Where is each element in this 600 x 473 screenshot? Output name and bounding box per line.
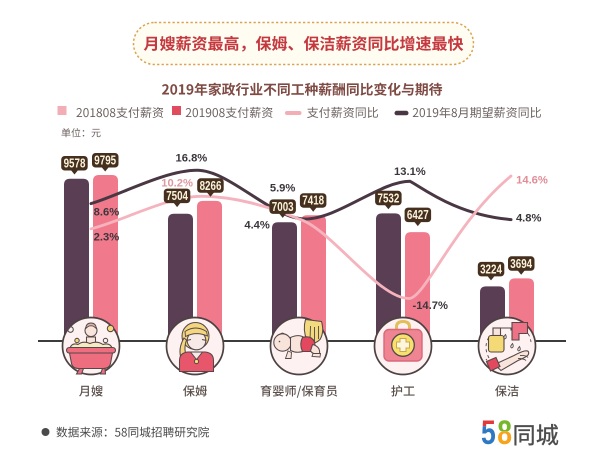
- svg-text:-14.7%: -14.7%: [412, 300, 447, 312]
- svg-text:5.9%: 5.9%: [270, 183, 296, 195]
- svg-text:13.1%: 13.1%: [394, 166, 426, 178]
- svg-text:14.6%: 14.6%: [516, 175, 548, 187]
- svg-text:7003: 7003: [272, 200, 294, 214]
- svg-text:4.8%: 4.8%: [516, 213, 542, 225]
- svg-text:5: 5: [481, 414, 496, 452]
- svg-text:3224: 3224: [480, 262, 502, 276]
- svg-text:7418: 7418: [302, 194, 324, 208]
- svg-text:8: 8: [497, 414, 512, 452]
- svg-text:9795: 9795: [94, 154, 116, 168]
- svg-text:6427: 6427: [407, 208, 429, 222]
- svg-text:2.3%: 2.3%: [94, 231, 120, 243]
- svg-text:8: 8: [497, 414, 512, 452]
- svg-text:4.4%: 4.4%: [244, 219, 270, 231]
- svg-text:8266: 8266: [200, 179, 222, 193]
- svg-text:3694: 3694: [510, 257, 532, 271]
- svg-text:7504: 7504: [166, 189, 188, 203]
- svg-text:9578: 9578: [64, 157, 86, 171]
- svg-text:5: 5: [481, 414, 496, 452]
- svg-text:7532: 7532: [378, 191, 400, 205]
- svg-text:16.8%: 16.8%: [176, 152, 208, 164]
- svg-text:8.6%: 8.6%: [94, 206, 120, 218]
- svg-text:10.2%: 10.2%: [161, 177, 193, 189]
